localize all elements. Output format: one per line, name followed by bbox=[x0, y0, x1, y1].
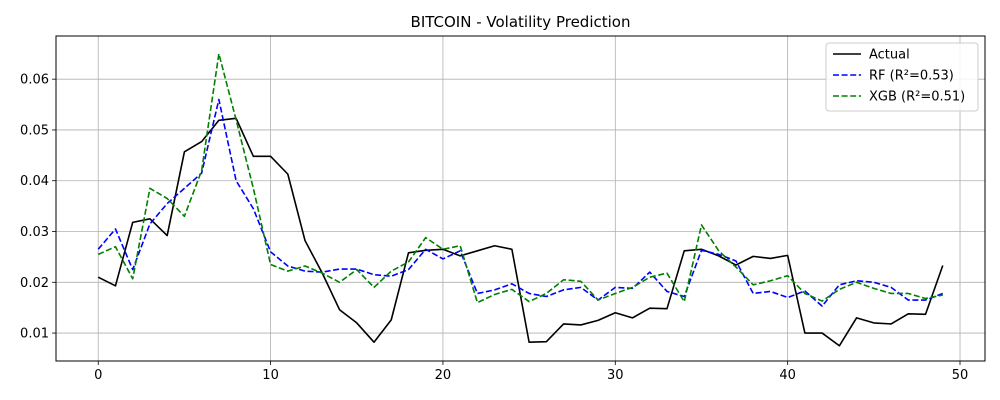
xgb-series-line bbox=[97, 52, 943, 304]
chart-title: BITCOIN - Volatility Prediction bbox=[411, 13, 631, 31]
y-tick-label: 0.05 bbox=[20, 123, 49, 138]
plot-frame bbox=[55, 35, 986, 362]
rf-series-line bbox=[97, 98, 944, 307]
y-tick-label: 0.02 bbox=[20, 276, 49, 291]
y-tick-label: 0.03 bbox=[20, 225, 49, 240]
x-tick-label: 30 bbox=[607, 368, 624, 383]
legend-box bbox=[825, 42, 979, 112]
y-tick-label: 0.04 bbox=[20, 174, 49, 189]
x-tick-label: 20 bbox=[435, 368, 452, 383]
series-lines bbox=[97, 52, 944, 347]
y-tick-label: 0.01 bbox=[20, 327, 49, 342]
axis-ticks: 0 10 20 30 40 50 0.01 0.02 0.03 0.04 0.05 0.06 bbox=[20, 73, 968, 383]
x-tick-label: 40 bbox=[779, 368, 796, 383]
y-tick-label: 0.06 bbox=[20, 73, 49, 88]
legend-label: RF (R²=0.53) bbox=[869, 69, 954, 84]
legend-label: Actual bbox=[869, 48, 910, 63]
legend: Actual RF (R²=0.53) XGB (R²=0.51) bbox=[825, 42, 979, 112]
x-tick-label: 0 bbox=[94, 368, 102, 383]
x-tick-label: 10 bbox=[262, 368, 279, 383]
x-tick-label: 50 bbox=[952, 368, 969, 383]
legend-label: XGB (R²=0.51) bbox=[869, 90, 965, 105]
